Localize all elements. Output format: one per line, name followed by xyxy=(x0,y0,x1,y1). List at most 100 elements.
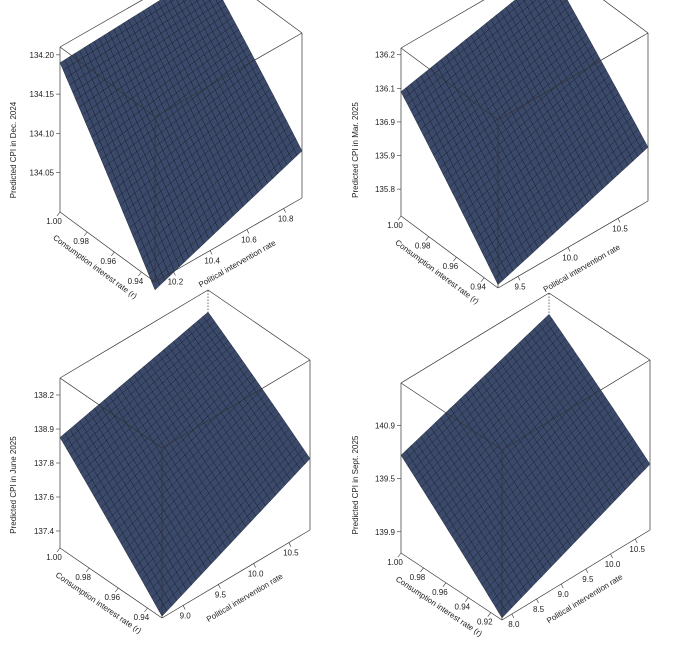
z-axis-label: Predicted CPI in Sept. 2025 xyxy=(351,435,360,534)
y-tick-mark xyxy=(634,538,638,544)
y-tick-label: 10.0 xyxy=(562,253,578,262)
z-axis: 137.4 137.6 137.8 138.9 138.2 Predicted CPI i… xyxy=(9,391,60,536)
z-tick-label: 137.6 xyxy=(34,493,55,502)
x-tick-mark xyxy=(487,612,492,617)
y-tick-mark xyxy=(173,271,176,276)
y-tick-label: 10.0 xyxy=(605,560,621,569)
y-tick-label: 10.5 xyxy=(629,545,645,554)
y-tick-mark xyxy=(610,553,613,559)
y-tick-mark xyxy=(617,218,621,223)
x-tick-mark xyxy=(397,552,402,558)
y-tick-label: 10.5 xyxy=(612,224,628,233)
y-tick-label: 10.6 xyxy=(241,236,257,245)
surface-plot-mar-2025: 135.8 135.9 136.9 136.1 136.2 Predicted CPI i… xyxy=(351,0,649,306)
x-tick-mark xyxy=(56,211,61,217)
y-tick-mark xyxy=(517,276,521,281)
y-tick-mark xyxy=(253,563,256,568)
x-tick-label: 0.94 xyxy=(470,283,486,292)
y-tick-label: 9.5 xyxy=(514,282,526,291)
y-tick-mark xyxy=(182,605,186,610)
z-tick-label: 140.9 xyxy=(375,422,396,431)
x-tick-mark xyxy=(85,567,90,573)
x-axis-label: Consumption interest rate (r) xyxy=(54,570,143,635)
surface-plot-sept-2025: 139.9 139.5 140.9 Predicted CPI in Sept. 20… xyxy=(351,292,651,639)
z-tick-label: 134.10 xyxy=(30,129,55,138)
y-tick-mark xyxy=(585,568,589,574)
x-tick-mark xyxy=(83,231,88,237)
x-tick-label: 0.98 xyxy=(410,573,426,582)
x-tick-label: 0.98 xyxy=(415,242,431,251)
x-tick-mark xyxy=(56,547,61,553)
z-tick-label: 134.20 xyxy=(30,51,55,60)
z-tick-label: 137.4 xyxy=(34,527,55,536)
y-tick-mark xyxy=(218,584,221,589)
x-axis-label: Consumption interest rate (r) xyxy=(394,574,484,638)
y-tick-label: 9.0 xyxy=(180,611,192,620)
y-tick-mark xyxy=(209,250,213,255)
surface-cell xyxy=(169,0,174,2)
y-tick-label: 8.5 xyxy=(533,605,545,614)
z-tick-label: 134.05 xyxy=(30,169,55,178)
x-tick-mark xyxy=(420,567,424,573)
box-front-edges xyxy=(59,32,303,283)
x-tick-label: 0.96 xyxy=(100,257,116,266)
surface xyxy=(400,314,651,619)
y-tick-label: 10.5 xyxy=(283,549,299,558)
x-tick-label: 0.96 xyxy=(443,262,459,271)
z-tick-label: 136.1 xyxy=(375,84,396,93)
z-axis: 134.05 134.10 134.15 134.20 Predicted CPI in… xyxy=(9,51,60,198)
x-tick-mark xyxy=(465,597,469,602)
x-tick-label: 1.00 xyxy=(387,558,403,567)
y-tick-mark xyxy=(283,208,286,213)
surface-cell xyxy=(196,0,199,2)
z-axis: 135.8 135.9 136.9 136.1 136.2 Predicted CPI i… xyxy=(351,51,401,198)
y-tick-mark xyxy=(560,583,564,589)
z-axis-label: Predicted CPI in Dec. 2024 xyxy=(9,101,18,198)
z-tick-label: 135.8 xyxy=(375,185,396,194)
x-tick-label: 1.00 xyxy=(46,217,62,226)
z-tick-label: 134.15 xyxy=(30,90,55,99)
x-axis-label: Consumption interest rate (r) xyxy=(51,233,139,301)
z-tick-label: 135.9 xyxy=(375,152,396,161)
z-axis-label: Predicted CPI in Mar. 2025 xyxy=(351,102,360,198)
x-tick-mark xyxy=(397,215,402,221)
x-tick-label: 0.98 xyxy=(73,237,89,246)
box-edge-top-front-right xyxy=(154,32,303,118)
z-tick-label: 139.9 xyxy=(375,528,396,537)
surface-plot-dec-2024: 134.05 134.10 134.15 134.20 Predicted CPI in… xyxy=(9,0,303,301)
surface xyxy=(400,0,649,285)
y-tick-label: 10.2 xyxy=(168,278,184,287)
box-edge-top-right xyxy=(256,0,303,34)
y-tick-label: 9.5 xyxy=(582,575,594,584)
x-tick-mark xyxy=(144,607,148,613)
z-tick-label: 139.5 xyxy=(375,475,396,484)
surface-plot-june-2025: 137.4 137.6 137.8 138.9 138.2 Predicted CPI i… xyxy=(9,289,311,636)
x-tick-label: 1.00 xyxy=(387,221,403,230)
y-tick-label: 9.0 xyxy=(558,590,570,599)
x-tick-mark xyxy=(425,236,429,241)
z-axis: 139.9 139.5 140.9 Predicted CPI in Sept. 20… xyxy=(351,422,401,537)
x-tick-mark xyxy=(138,271,142,277)
y-tick-mark xyxy=(511,613,515,619)
surface-cell xyxy=(182,0,187,2)
y-tick-label: 9.5 xyxy=(215,590,227,599)
surface-cell xyxy=(215,0,224,4)
x-tick-label: 0.94 xyxy=(134,613,150,622)
surface xyxy=(59,0,303,291)
box-edge-top-front-left xyxy=(59,46,156,118)
z-tick-label: 136.2 xyxy=(375,51,396,60)
y-tick-label: 10.8 xyxy=(278,215,294,224)
x-tick-label: 0.96 xyxy=(432,588,448,597)
x-tick-mark xyxy=(442,582,447,587)
x-tick-label: 0.96 xyxy=(104,593,120,602)
box-edge-top-left xyxy=(400,0,485,49)
x-axis-label: Consumption interest rate (r) xyxy=(393,238,480,306)
box-edge-top-right xyxy=(602,0,649,34)
x-tick-label: 0.92 xyxy=(477,618,493,627)
y-tick-mark xyxy=(536,598,539,604)
y-tick-mark xyxy=(567,247,571,252)
z-tick-label: 136.9 xyxy=(375,118,396,127)
box-edge-top-left xyxy=(59,0,143,48)
z-tick-label: 137.8 xyxy=(34,459,55,468)
y-tick-label: 8.0 xyxy=(508,620,520,629)
